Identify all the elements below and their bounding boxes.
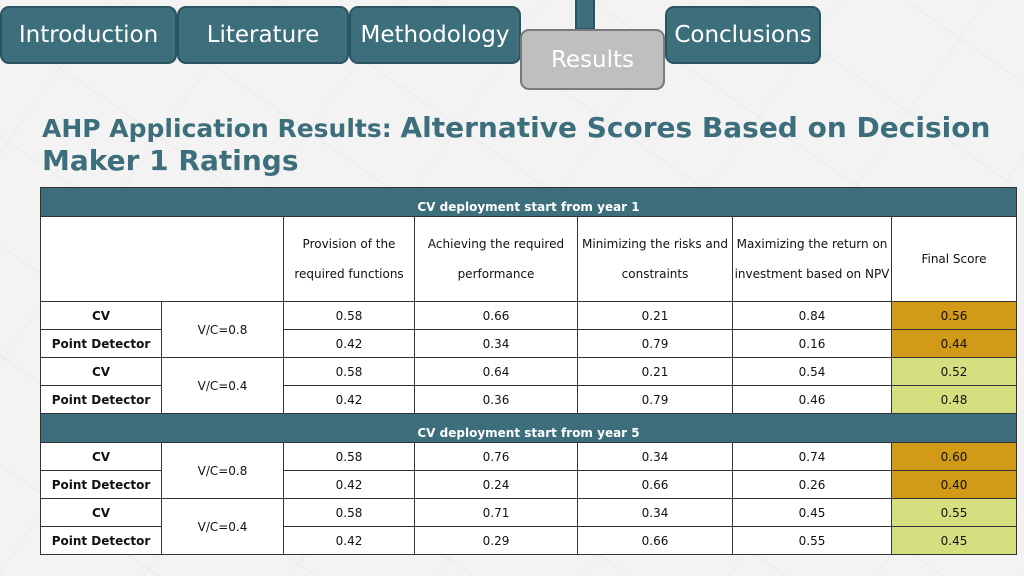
score-cell: 0.24	[414, 470, 578, 499]
final-score-cell: 0.56	[890, 301, 1018, 330]
final-score-cell: 0.44	[890, 329, 1018, 358]
section-row: CV deployment start from year 1	[39, 187, 1018, 217]
score-cell: 0.55	[732, 526, 892, 555]
score-cell: 0.64	[414, 357, 578, 386]
title-prefix: AHP Application Results:	[42, 114, 401, 143]
score-cell: 0.84	[732, 301, 892, 330]
score-cell: 0.58	[283, 301, 415, 330]
score-cell: 0.16	[732, 329, 892, 358]
score-cell: 0.42	[283, 470, 415, 499]
tab-conclusions[interactable]: Conclusions	[665, 6, 821, 64]
score-cell: 0.34	[577, 442, 733, 471]
alternative-name: CV	[40, 301, 162, 330]
table-row: CV V/C=0.4 0.58 0.71 0.34 0.45 0.55	[40, 498, 1018, 555]
score-cell: 0.46	[732, 385, 892, 414]
score-cell: 0.66	[577, 526, 733, 555]
table-row: CV V/C=0.4 0.58 0.64 0.21 0.54 0.52	[40, 357, 1018, 414]
score-cell: 0.54	[732, 357, 892, 386]
score-cell: 0.58	[283, 357, 415, 386]
final-score-cell: 0.60	[890, 442, 1018, 471]
alternative-name: Point Detector	[40, 470, 162, 499]
vc-ratio: V/C=0.8	[161, 301, 284, 358]
section-row: CV deployment start from year 5	[39, 413, 1018, 443]
score-cell: 0.21	[577, 357, 733, 386]
table-row: CV V/C=0.8 0.58 0.66 0.21 0.84 0.56	[40, 301, 1018, 358]
page-title: AHP Application Results: Alternative Sco…	[42, 112, 1002, 178]
score-cell: 0.71	[414, 498, 578, 527]
score-cell: 0.79	[577, 329, 733, 358]
score-cell: 0.74	[732, 442, 892, 471]
score-cell: 0.42	[283, 329, 415, 358]
section-label: CV deployment start from year 5	[39, 413, 1018, 443]
alternative-name: Point Detector	[40, 526, 162, 555]
column-header: Achieving the required performance	[414, 216, 578, 302]
score-cell: 0.21	[577, 301, 733, 330]
score-cell: 0.34	[414, 329, 578, 358]
tab-introduction[interactable]: Introduction	[0, 6, 177, 64]
header-row: Provision of the required functions Achie…	[40, 216, 1018, 302]
results-table: CV deployment start from year 1 Provision…	[39, 187, 1018, 555]
score-cell: 0.58	[283, 442, 415, 471]
score-cell: 0.26	[732, 470, 892, 499]
score-cell: 0.42	[283, 526, 415, 555]
score-cell: 0.29	[414, 526, 578, 555]
score-cell: 0.76	[414, 442, 578, 471]
final-score-cell: 0.48	[890, 385, 1018, 414]
column-header: Maximizing the return on investment base…	[732, 216, 892, 302]
alternative-name: CV	[40, 357, 162, 386]
vc-ratio: V/C=0.4	[161, 357, 284, 414]
tab-literature[interactable]: Literature	[177, 6, 349, 64]
score-cell: 0.66	[414, 301, 578, 330]
final-score-cell: 0.45	[890, 526, 1018, 555]
table-row: Point Detector 0.42 0.34 0.79 0.16 0.44	[40, 329, 1018, 358]
column-header: Minimizing the risks and constraints	[577, 216, 733, 302]
tab-results[interactable]: Results	[520, 29, 665, 90]
score-cell: 0.42	[283, 385, 415, 414]
table-row: Point Detector 0.42 0.29 0.66 0.55 0.45	[40, 526, 1018, 555]
score-cell: 0.45	[732, 498, 892, 527]
table-row: Point Detector 0.42 0.36 0.79 0.46 0.48	[40, 385, 1018, 414]
table-row: CV V/C=0.8 0.58 0.76 0.34 0.74 0.60	[40, 442, 1018, 499]
final-score-cell: 0.52	[890, 357, 1018, 386]
score-cell: 0.58	[283, 498, 415, 527]
alternative-name: Point Detector	[40, 329, 162, 358]
title-main: Alternative Scores Based on Decision Mak…	[42, 111, 991, 177]
score-cell: 0.34	[577, 498, 733, 527]
vc-ratio: V/C=0.4	[161, 498, 284, 555]
alternative-name: CV	[40, 498, 162, 527]
score-cell: 0.79	[577, 385, 733, 414]
column-header: Provision of the required functions	[283, 216, 415, 302]
alternative-name: Point Detector	[40, 385, 162, 414]
tab-methodology[interactable]: Methodology	[349, 6, 521, 64]
score-cell: 0.36	[414, 385, 578, 414]
nav-connector	[575, 0, 595, 30]
alternative-name: CV	[40, 442, 162, 471]
table-row: Point Detector 0.42 0.24 0.66 0.26 0.40	[40, 470, 1018, 499]
vc-ratio: V/C=0.8	[161, 442, 284, 499]
section-label: CV deployment start from year 1	[39, 187, 1018, 217]
final-score-cell: 0.40	[890, 470, 1018, 499]
score-cell: 0.66	[577, 470, 733, 499]
final-score-cell: 0.55	[890, 498, 1018, 527]
column-header: Final Score	[890, 216, 1018, 302]
header-blank	[40, 216, 284, 302]
